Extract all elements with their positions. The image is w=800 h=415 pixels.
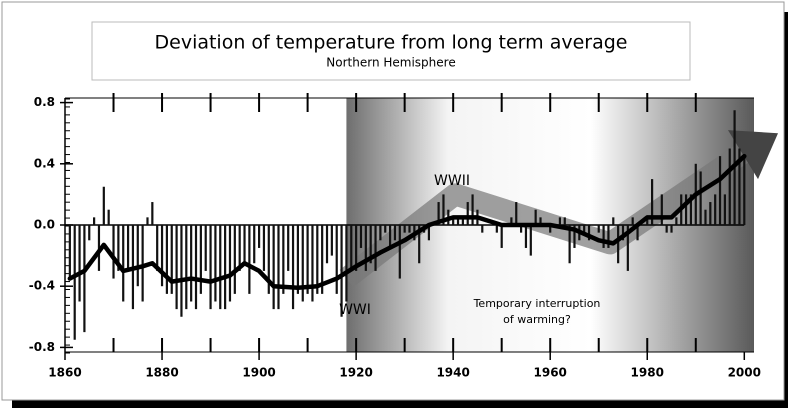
y-tick-label: 0.0 (34, 218, 55, 232)
x-tick-label: 1880 (145, 366, 178, 380)
annotation: WWII (434, 173, 470, 189)
x-tick-label: 1920 (339, 366, 372, 380)
x-tick-label: 2000 (728, 366, 761, 380)
chart-title: Deviation of temperature from long term … (155, 32, 628, 54)
y-tick-label: 0.8 (34, 95, 55, 109)
annotation: Temporary interruption (473, 297, 601, 310)
trend-arrowhead (728, 130, 778, 180)
x-tick-label: 1900 (242, 366, 275, 380)
x-tick-label: 1980 (631, 366, 664, 380)
smoothed-line (67, 153, 747, 290)
x-tick-label: 1860 (48, 366, 81, 380)
annotation: WWI (339, 302, 371, 318)
annotation: of warming? (503, 313, 571, 326)
chart-subtitle: Northern Hemisphere (326, 56, 455, 70)
x-tick-label: 1940 (436, 366, 469, 380)
title-box (91, 21, 691, 81)
y-tick-label: 0.4 (34, 156, 55, 170)
y-tick-label: -0.4 (29, 279, 55, 293)
x-tick-label: 1960 (534, 366, 567, 380)
y-tick-label: -0.8 (29, 340, 55, 354)
